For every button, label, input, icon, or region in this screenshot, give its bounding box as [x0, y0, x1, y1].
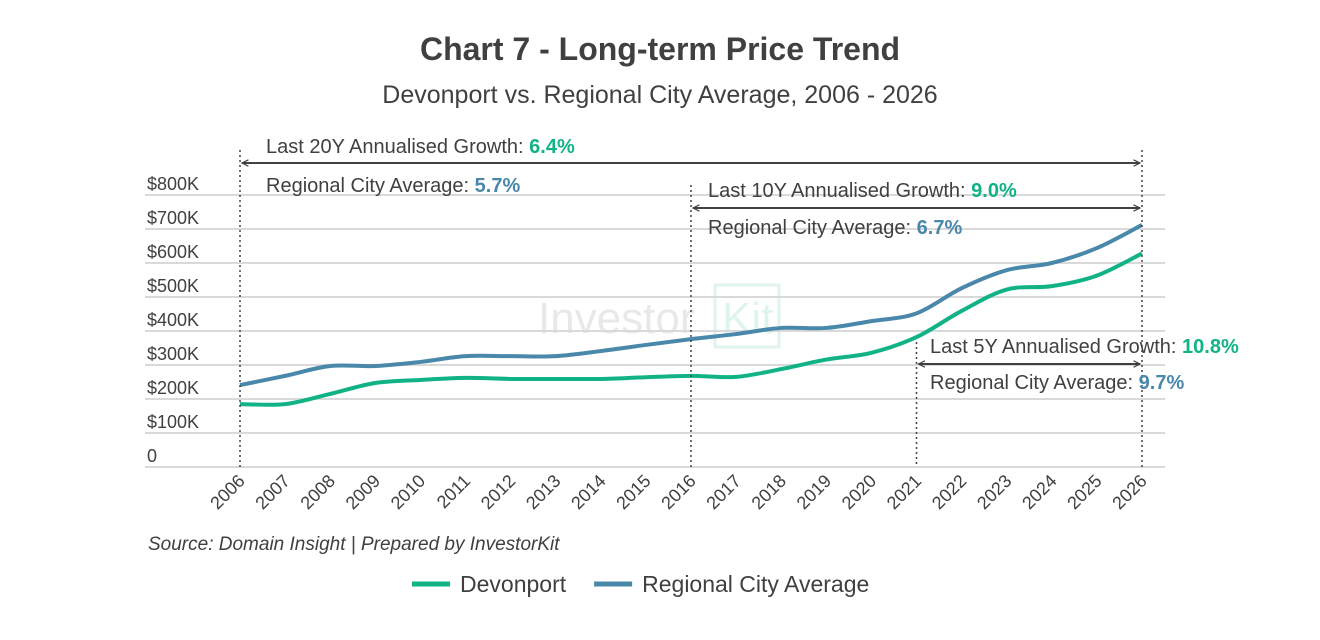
x-tick-label: 2020 — [838, 471, 880, 513]
regional-growth-label: Regional City Average: 9.7% — [930, 372, 1184, 394]
y-tick-label: $400K — [147, 310, 199, 330]
legend-label: Devonport — [460, 571, 567, 597]
x-tick-label: 2010 — [387, 471, 429, 513]
x-tick-label: 2016 — [657, 471, 699, 513]
source-note: Source: Domain Insight | Prepared by Inv… — [148, 534, 560, 555]
legend: Devonport Regional City Average — [412, 571, 869, 597]
growth-annotations: Last 20Y Annualised Growth: 6.4% Regional… — [239, 136, 1239, 467]
x-tick-label: 2023 — [973, 471, 1015, 513]
y-axis-ticks: 0 $100K $200K $300K $400K $500K $600K $700K $800… — [147, 174, 199, 466]
regional-growth-label: Regional City Average: 5.7% — [266, 175, 520, 197]
x-axis-ticks: 2006 2007 2008 2009 2010 2011 2012 2013 2014 2015… — [206, 471, 1150, 513]
x-tick-label: 2008 — [297, 471, 339, 513]
x-tick-label: 2019 — [793, 471, 835, 513]
growth-label: Last 20Y Annualised Growth: 6.4% — [266, 136, 575, 158]
x-tick-label: 2018 — [748, 471, 790, 513]
y-tick-label: $300K — [147, 344, 199, 364]
x-tick-label: 2017 — [702, 471, 744, 513]
x-tick-label: 2024 — [1018, 471, 1060, 513]
legend-label: Regional City Average — [642, 571, 869, 597]
y-tick-label: 0 — [147, 446, 157, 466]
chart-subtitle: Devonport vs. Regional City Average, 200… — [382, 81, 937, 109]
regional-growth-value: 9.7% — [1139, 372, 1185, 394]
y-tick-label: $700K — [147, 208, 199, 228]
x-tick-label: 2006 — [206, 471, 248, 513]
x-tick-label: 2026 — [1108, 471, 1150, 513]
x-tick-label: 2011 — [433, 471, 475, 513]
y-tick-label: $600K — [147, 242, 199, 262]
series-line-regional-city-average — [239, 223, 1143, 388]
x-tick-label: 2014 — [567, 471, 609, 513]
growth-value: 6.4% — [529, 136, 575, 158]
regional-growth-value: 5.7% — [475, 175, 521, 197]
y-tick-label: $100K — [147, 412, 199, 432]
growth-value: 10.8% — [1182, 336, 1239, 358]
x-tick-label: 2013 — [522, 471, 564, 513]
x-tick-label: 2025 — [1063, 471, 1105, 513]
x-tick-label: 2015 — [612, 471, 654, 513]
growth-label: Last 5Y Annualised Growth: 10.8% — [930, 336, 1239, 358]
x-tick-label: 2009 — [342, 471, 384, 513]
chart-title: Chart 7 - Long-term Price Trend — [420, 31, 900, 67]
y-tick-label: $800K — [147, 174, 199, 194]
gridlines — [145, 194, 1165, 468]
y-tick-label: $500K — [147, 276, 199, 296]
x-tick-label: 2007 — [251, 471, 293, 513]
svg-text:Investor: Investor — [538, 294, 695, 343]
growth-label: Last 10Y Annualised Growth: 9.0% — [708, 180, 1017, 202]
x-tick-label: 2021 — [883, 471, 925, 513]
regional-growth-value: 6.7% — [917, 217, 963, 239]
x-tick-label: 2012 — [477, 471, 519, 513]
growth-value: 9.0% — [971, 180, 1017, 202]
x-tick-label: 2022 — [928, 471, 970, 513]
investorkit-watermark: Investor Kit — [538, 283, 781, 349]
regional-growth-label: Regional City Average: 6.7% — [708, 217, 962, 239]
y-tick-label: $200K — [147, 378, 199, 398]
